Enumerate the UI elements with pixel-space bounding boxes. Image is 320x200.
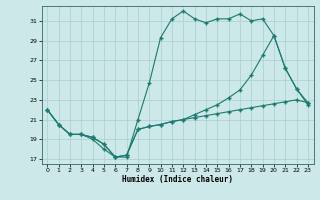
X-axis label: Humidex (Indice chaleur): Humidex (Indice chaleur) bbox=[122, 175, 233, 184]
